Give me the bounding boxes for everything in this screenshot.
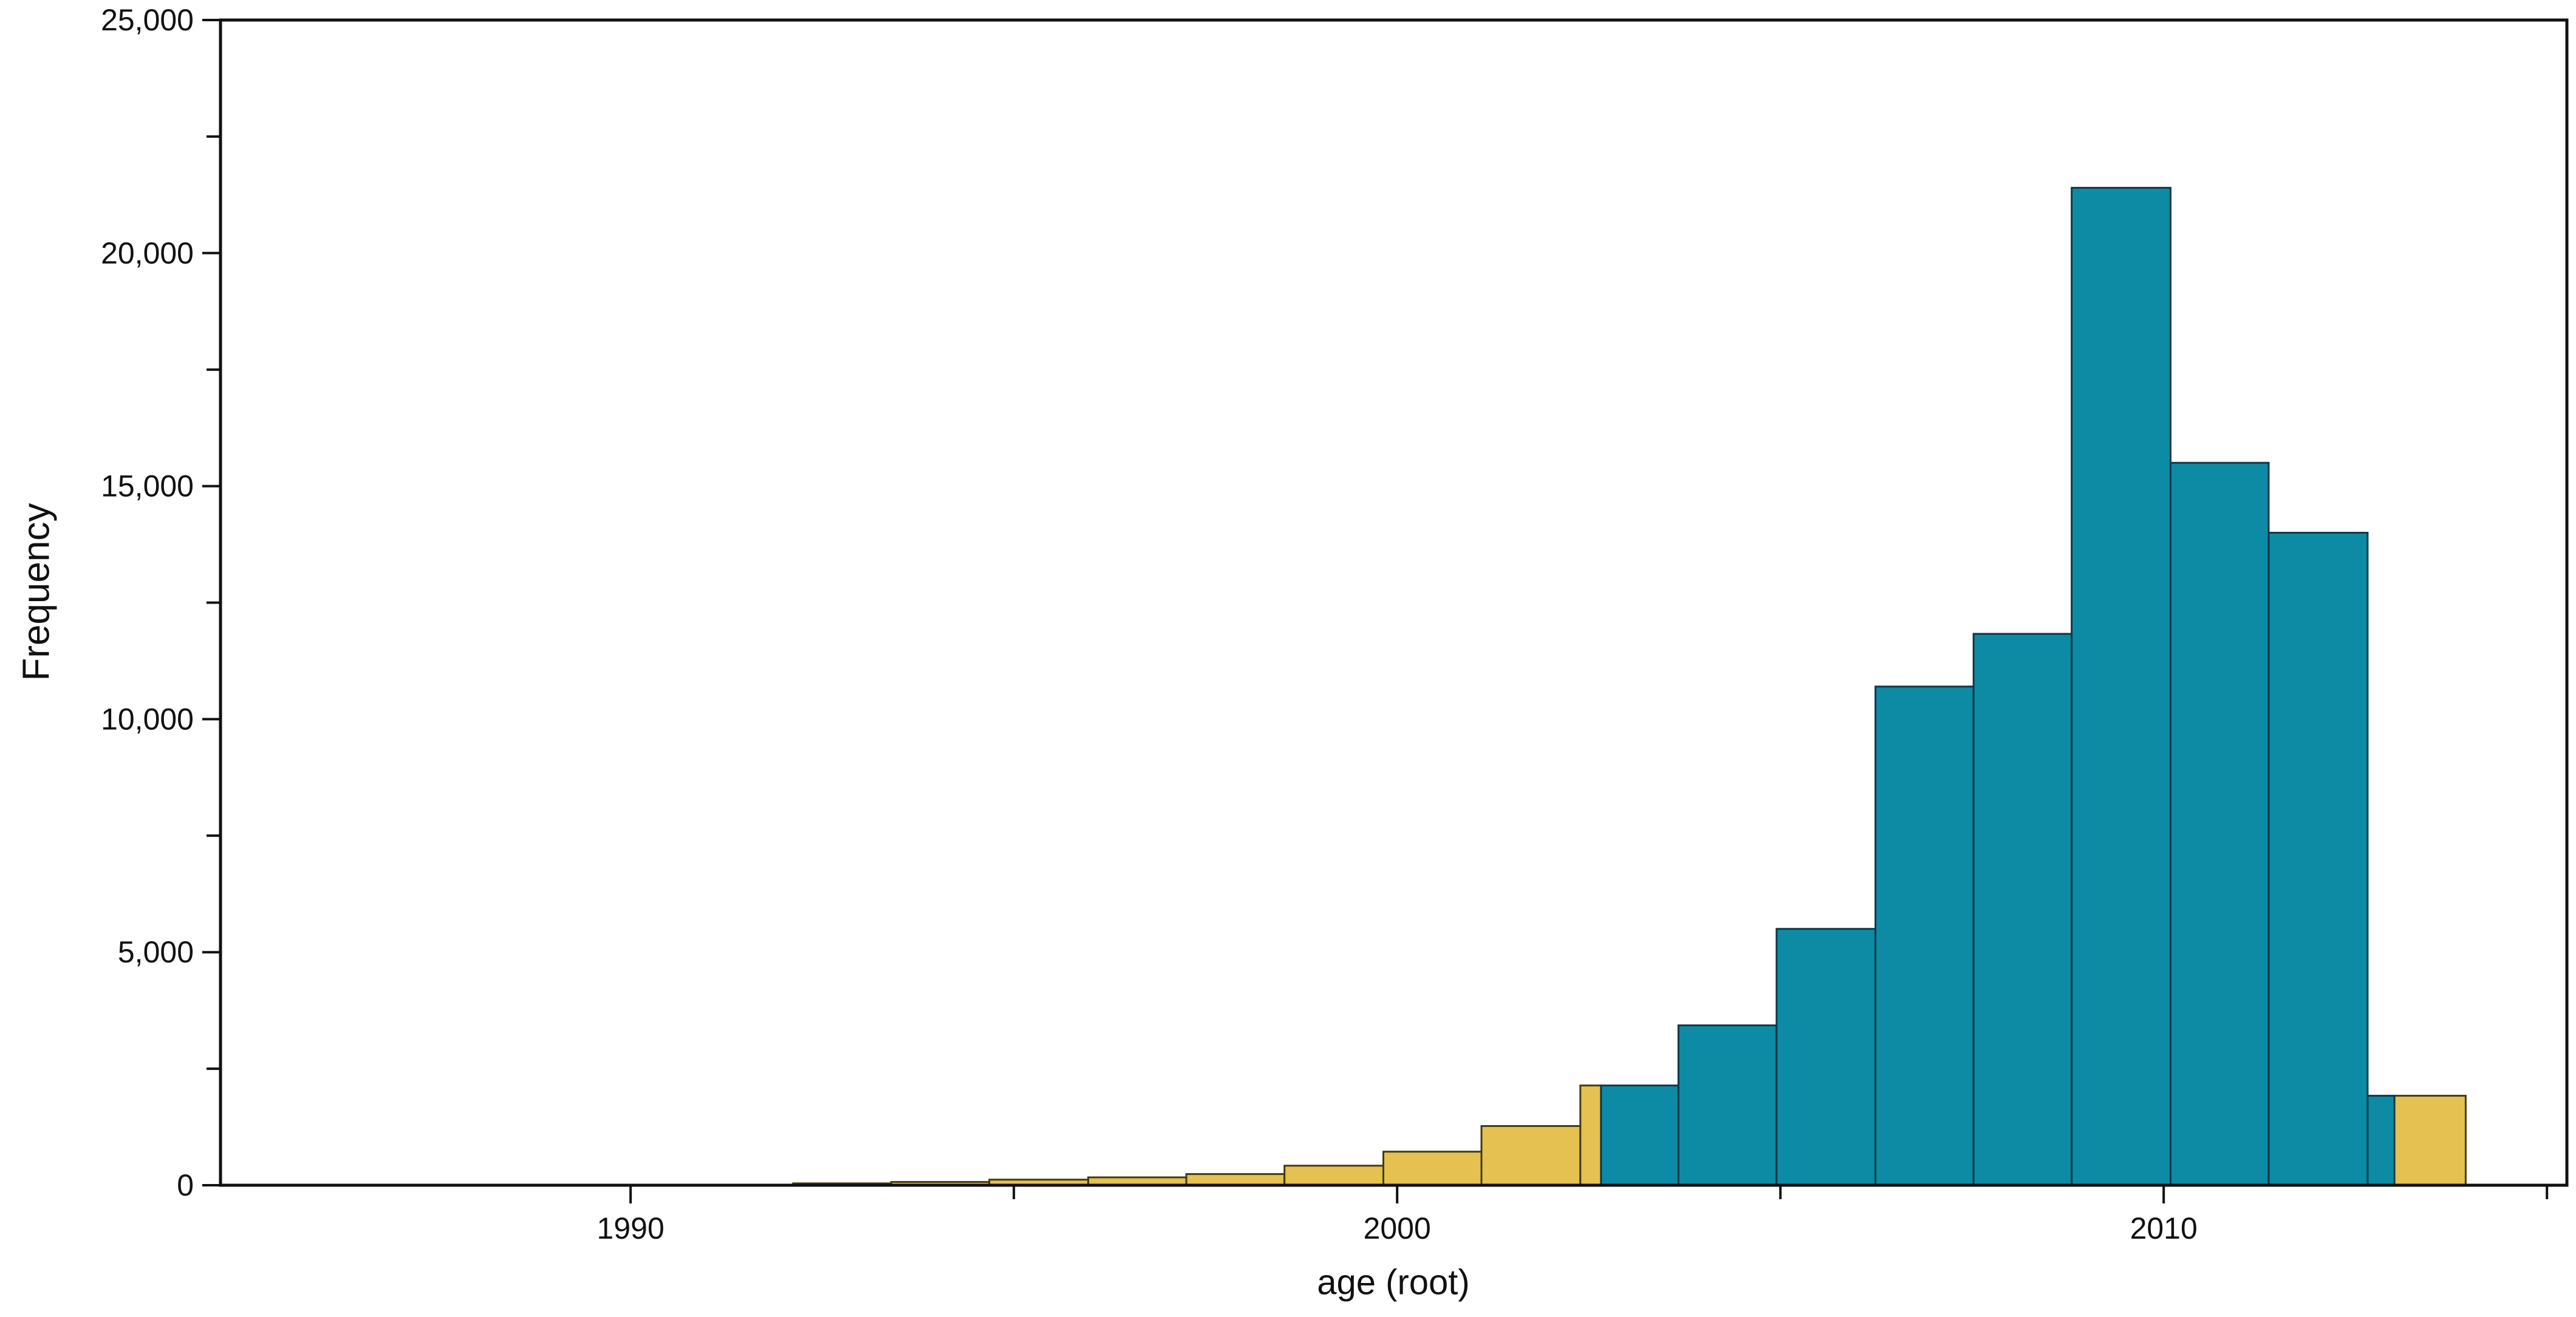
histogram-bar[interactable] (1185, 1173, 1286, 1186)
histogram-bar-highlighted[interactable] (1972, 633, 2073, 1186)
histogram-bar[interactable] (2393, 1095, 2467, 1186)
histogram-bar-highlighted[interactable] (2170, 461, 2270, 1186)
y-axis-tick-label: 25,000 (101, 3, 194, 37)
histogram-bar-highlighted[interactable] (2071, 186, 2171, 1186)
histogram-bar-highlighted[interactable] (1600, 1084, 1679, 1186)
histogram-bar[interactable] (1579, 1084, 1602, 1186)
histogram-bar-highlighted[interactable] (2366, 1095, 2396, 1186)
x-axis-tick-label: 2000 (1364, 1211, 1431, 1245)
x-axis-tick-label: 1990 (597, 1211, 664, 1245)
y-axis-tick-label: 10,000 (101, 702, 194, 736)
y-axis-tick-label: 15,000 (101, 469, 194, 503)
y-axis-tick-label: 20,000 (101, 236, 194, 270)
histogram-bar[interactable] (1480, 1125, 1582, 1186)
histogram-bar-highlighted[interactable] (1775, 928, 1877, 1186)
histogram-bar[interactable] (1283, 1165, 1384, 1186)
x-axis-title: age (root) (1317, 1262, 1470, 1302)
histogram-bar-highlighted[interactable] (2267, 531, 2369, 1186)
histogram-bar-highlighted[interactable] (1874, 686, 1975, 1186)
x-axis-tick-label: 2010 (2130, 1211, 2198, 1245)
y-axis-tick-label: 0 (177, 1168, 194, 1202)
y-axis-title: Frequency (15, 503, 58, 681)
histogram-bar-highlighted[interactable] (1677, 1024, 1778, 1186)
histogram-bar[interactable] (1382, 1151, 1483, 1186)
y-axis-tick-label: 5,000 (118, 935, 194, 969)
